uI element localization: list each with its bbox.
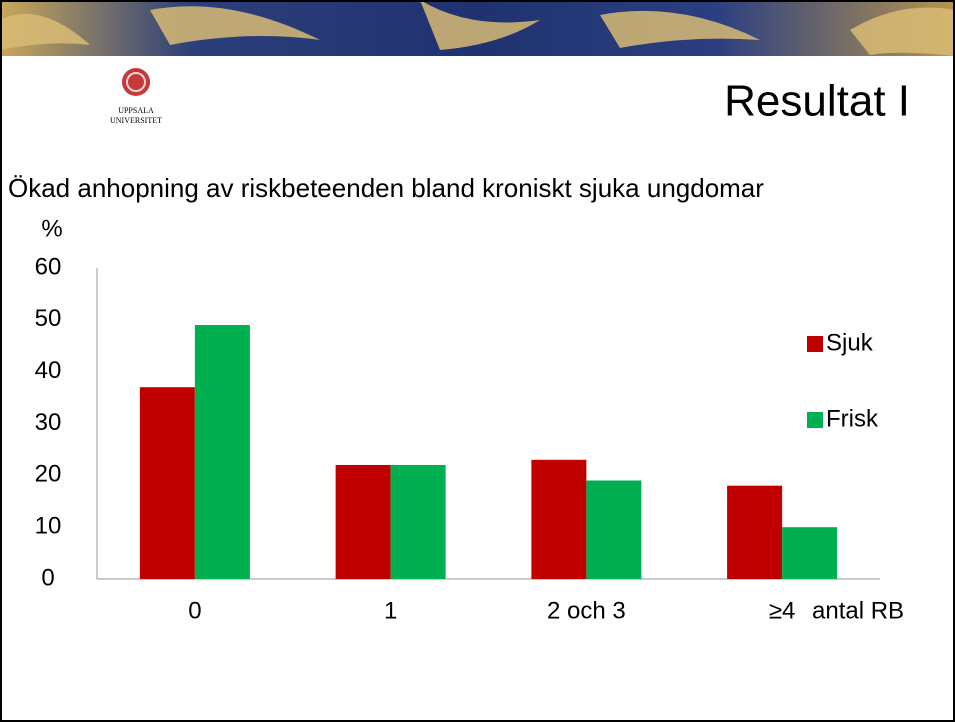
banner-ornament xyxy=(0,0,955,56)
slide-title: Resultat I xyxy=(724,77,910,126)
y-tick-label: 20 xyxy=(35,461,62,488)
bar xyxy=(335,464,391,579)
logo-seal-ring xyxy=(126,72,146,92)
bar xyxy=(390,464,446,579)
bar xyxy=(194,325,250,579)
bar xyxy=(586,480,642,579)
y-tick-label: 10 xyxy=(35,513,62,540)
chart-title: Ökad anhopning av riskbeteenden bland kr… xyxy=(8,173,764,203)
legend-label: Sjuk xyxy=(826,329,874,356)
y-tick-label: 40 xyxy=(35,357,62,384)
logo-text: UPPSALA xyxy=(118,106,154,115)
y-tick-label: 50 xyxy=(35,305,62,332)
x-tick-label: 0 xyxy=(188,597,201,624)
y-tick-label: 30 xyxy=(35,409,62,436)
y-tick-label: 60 xyxy=(35,253,62,280)
logo-text: UNIVERSITET xyxy=(110,116,162,125)
y-axis-label: % xyxy=(41,215,62,242)
x-axis-label: antal RB xyxy=(812,597,904,624)
x-tick-label: 2 och 3 xyxy=(547,597,626,624)
bar xyxy=(782,527,838,579)
x-tick-label: 1 xyxy=(384,597,397,624)
legend-swatch xyxy=(807,336,823,352)
legend-label: Frisk xyxy=(826,405,879,432)
legend-swatch xyxy=(807,412,823,428)
bar xyxy=(531,459,587,579)
y-tick-label: 0 xyxy=(41,564,54,591)
bar xyxy=(139,387,195,579)
x-tick-label: ≥4 xyxy=(769,597,796,624)
bar xyxy=(727,485,783,579)
